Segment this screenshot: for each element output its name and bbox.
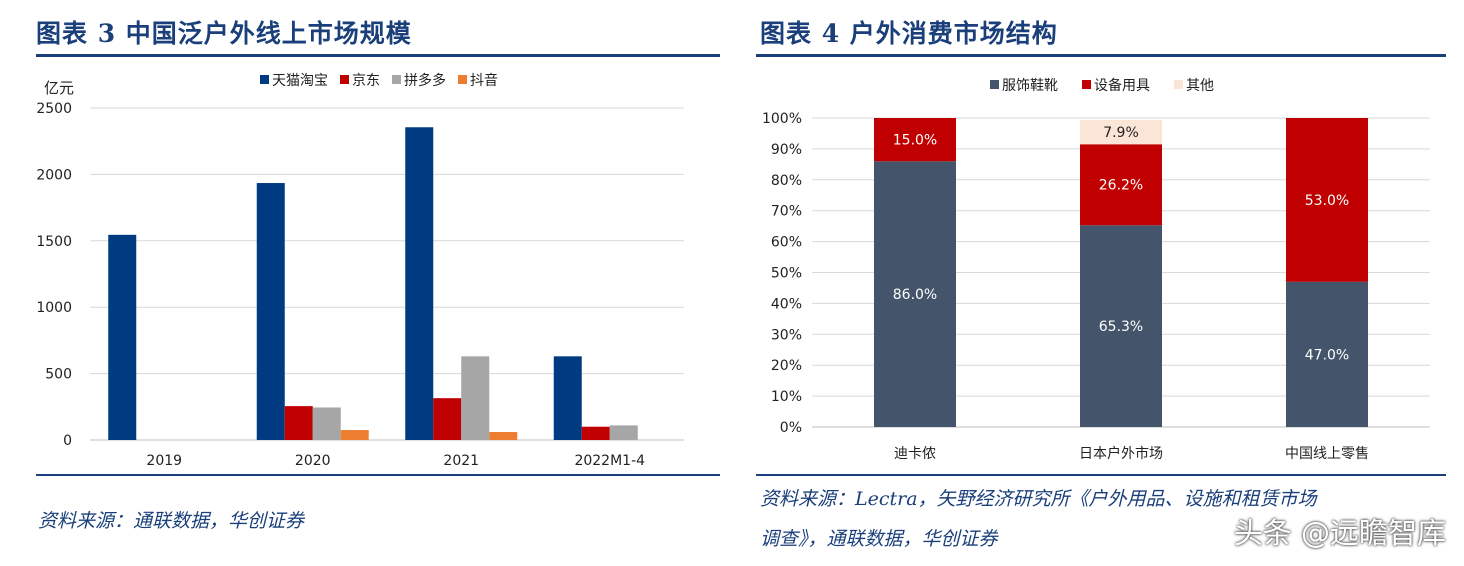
x-tick-label: 2020 [295,453,331,469]
data-label: 86.0% [893,287,937,303]
chart-4-bottom-rule [756,474,1446,476]
x-tick-label: 2022M1-4 [574,453,645,469]
y-tick-label: 70% [771,204,802,220]
stacked-bar-segment [874,118,956,162]
legend-swatch [1082,80,1091,89]
bar [461,356,490,440]
chart-3-source: 资料来源：通联数据，华创证券 [38,510,305,532]
legend-label: 服饰鞋靴 [1002,78,1058,94]
legend-label: 抖音 [470,72,498,89]
bar [405,127,434,441]
chart-4-svg: 0% 10% 20% 30% 40% 50% 60% 70% 80% 90% 100% 服饰鞋靴 设备用… [762,77,1430,462]
chart-4-top-rule [756,54,1446,57]
data-label: 65.3% [1099,319,1143,335]
bar [609,425,638,440]
data-label: 15.0% [893,133,937,149]
chart-3-top-rule [36,54,720,57]
x-tick-label: 日本户外市场 [1079,445,1163,462]
bar [284,406,313,440]
y-tick-label: 40% [771,296,802,312]
watermark: 头条 @远瞻智库 [1233,516,1446,550]
chart-3-title: 图表 3 中国泛户外线上市场规模 [36,19,412,48]
y-tick-label: 1000 [36,300,72,316]
x-tick-label: 迪卡侬 [894,446,936,462]
x-tick-label: 中国线上零售 [1285,446,1369,462]
bar [489,432,518,440]
y-tick-label: 60% [771,235,802,251]
legend-swatch [340,75,349,84]
stacked-bar-segment [1286,281,1368,427]
y-tick-label: 50% [771,266,802,282]
y-axis-unit-label: 亿元 [44,79,74,97]
y-tick-label: 2000 [36,167,72,183]
bar [553,356,582,440]
stacked-bar-segment [1080,119,1162,145]
chart-4-source-line2: 调查》，通联数据，华创证券 [760,528,998,550]
legend-label: 其他 [1186,78,1214,94]
bar [581,426,610,440]
x-tick-label: 2019 [146,453,182,469]
y-tick-label: 90% [771,142,802,158]
legend-swatch [1174,80,1183,89]
stacked-bar-segment [874,161,956,427]
bar [256,183,285,441]
chart-3-bottom-rule [36,474,720,476]
legend-swatch [260,75,269,84]
y-tick-label: 30% [771,327,802,343]
y-tick-label: 0 [63,433,72,449]
stacked-bar-segment [1080,225,1162,427]
chart-4-source-line1: 资料来源：Lectra，矢野经济研究所《户外用品、设施和租赁市场 [760,488,1317,510]
legend-label: 京东 [352,73,380,89]
stacked-bar-segment [1080,144,1162,226]
bar [108,234,137,440]
bar [433,398,462,440]
y-tick-label: 20% [771,358,802,374]
legend-label: 拼多多 [404,72,446,89]
y-tick-label: 1500 [36,234,72,250]
legend-label: 天猫淘宝 [272,73,328,89]
y-tick-label: 80% [771,173,802,189]
chart-4-title: 图表 4 户外消费市场结构 [760,19,1058,48]
legend-label: 设备用具 [1094,77,1150,94]
data-label: 47.0% [1305,347,1349,363]
y-tick-label: 0% [780,420,802,436]
x-tick-label: 2021 [443,453,479,469]
legend-swatch [990,80,999,89]
chart-3-svg: 亿元 0 500 1000 1500 2000 2500 天猫淘宝 京东 拼多多 抖音 2019 202… [36,72,684,469]
legend-swatch [392,75,401,84]
bar [312,407,341,440]
y-tick-label: 100% [762,111,802,127]
data-label: 53.0% [1305,193,1349,209]
y-tick-label: 2500 [36,101,72,117]
y-tick-label: 500 [45,367,72,383]
legend-swatch [458,75,467,84]
data-label: 7.9% [1103,125,1139,141]
bar [340,430,369,440]
y-tick-label: 10% [771,389,802,405]
stacked-bar-segment [1286,118,1368,282]
data-label: 26.2% [1099,178,1143,194]
